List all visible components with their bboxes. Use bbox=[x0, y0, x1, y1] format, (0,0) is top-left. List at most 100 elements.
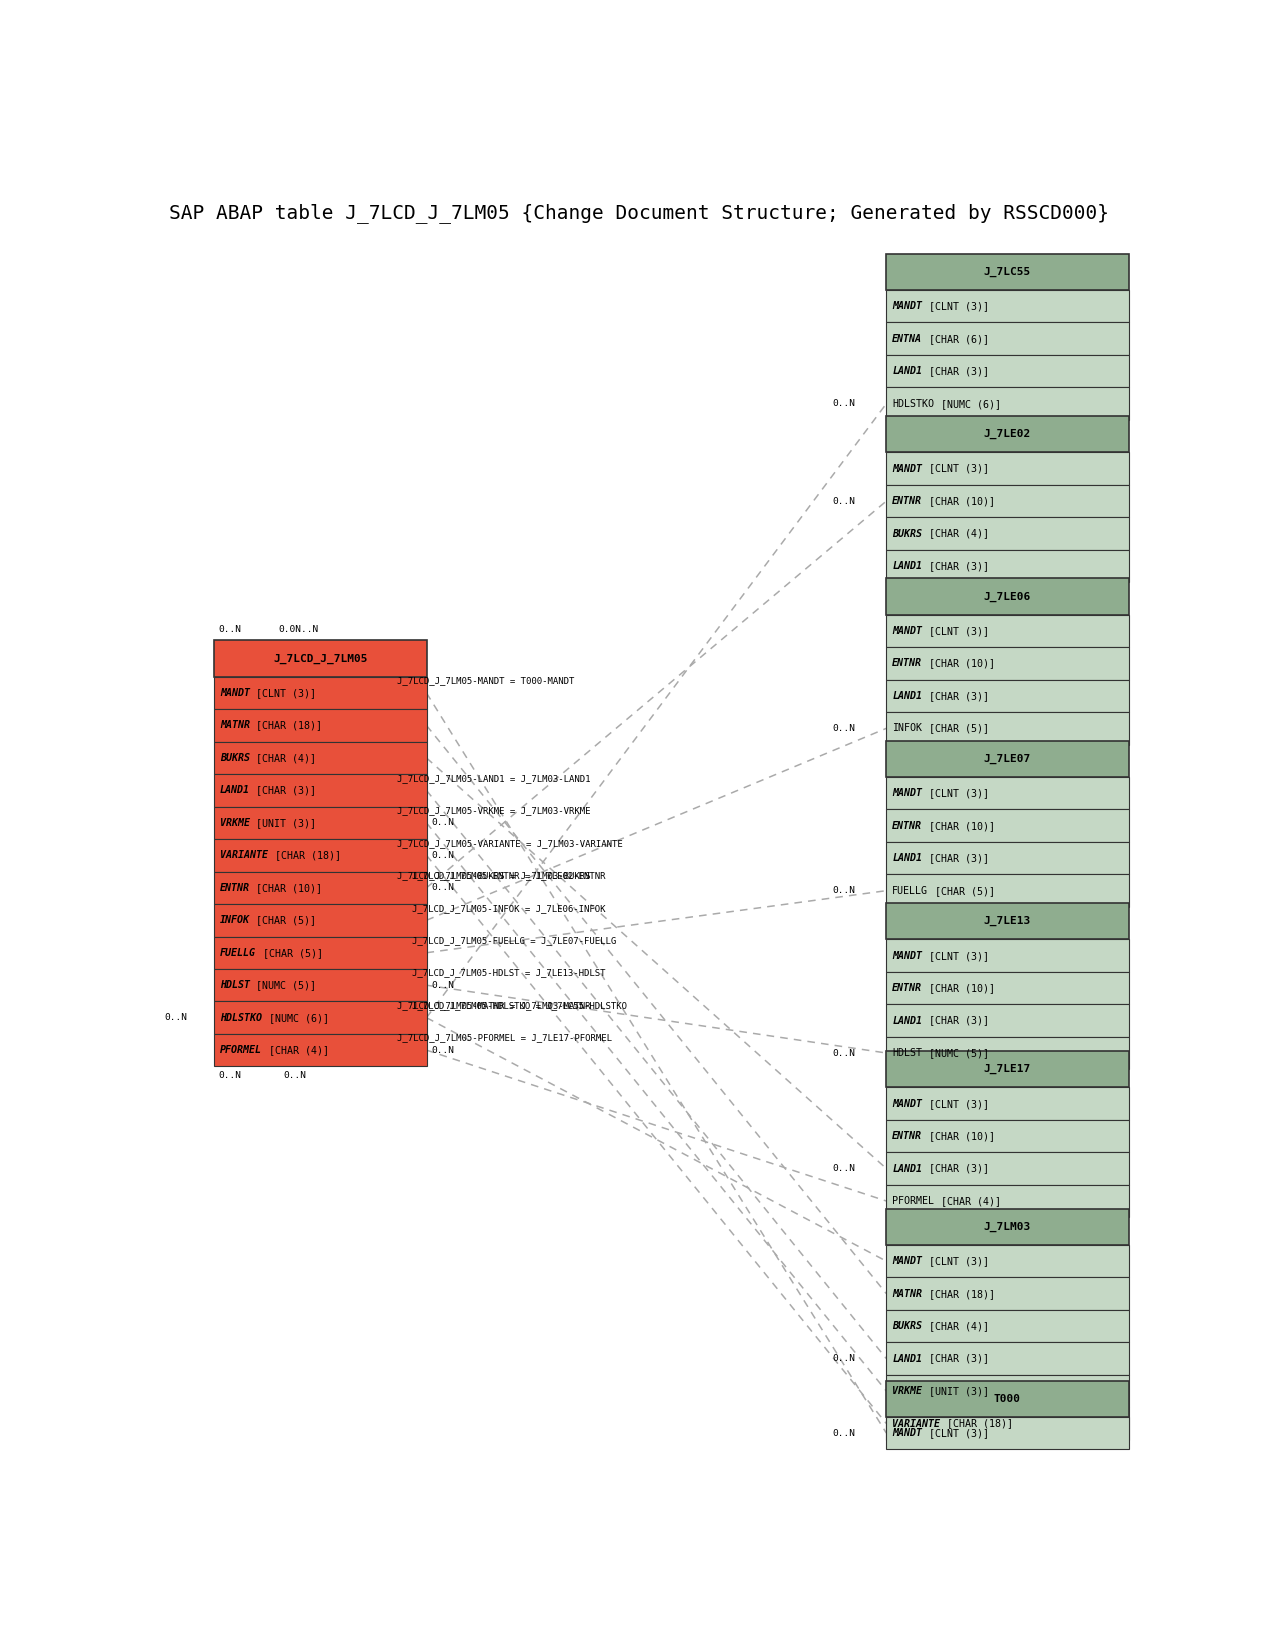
FancyBboxPatch shape bbox=[214, 1002, 426, 1035]
FancyBboxPatch shape bbox=[887, 972, 1129, 1005]
Text: J_7LCD_J_7LM05-PFORMEL = J_7LE17-PFORMEL: J_7LCD_J_7LM05-PFORMEL = J_7LE17-PFORMEL bbox=[397, 1033, 611, 1043]
Text: MANDT: MANDT bbox=[892, 951, 923, 961]
Text: J_7LCD_J_7LM05-HDLSTKO = J_7LC55-HDLSTKO: J_7LCD_J_7LM05-HDLSTKO = J_7LC55-HDLSTKO bbox=[412, 1002, 627, 1010]
Text: MANDT: MANDT bbox=[892, 1098, 923, 1108]
Text: [CHAR (3)]: [CHAR (3)] bbox=[923, 561, 989, 571]
Text: VARIANTE: VARIANTE bbox=[892, 1419, 940, 1429]
FancyBboxPatch shape bbox=[214, 807, 426, 840]
Text: [CLNT (3)]: [CLNT (3)] bbox=[923, 625, 989, 635]
Text: J_7LC55: J_7LC55 bbox=[984, 267, 1031, 277]
Text: VRKME: VRKME bbox=[219, 818, 250, 828]
Text: J_7LCD_J_7LM05-FUELLG = J_7LE07-FUELLG: J_7LCD_J_7LM05-FUELLG = J_7LE07-FUELLG bbox=[412, 936, 616, 945]
FancyBboxPatch shape bbox=[887, 1120, 1129, 1152]
Text: [CHAR (5)]: [CHAR (5)] bbox=[256, 948, 323, 958]
Text: J_7LCD_J_7LM05-VARIANTE = J_7LM03-VARIANTE: J_7LCD_J_7LM05-VARIANTE = J_7LM03-VARIAN… bbox=[397, 838, 623, 848]
Text: 0..N: 0..N bbox=[832, 886, 855, 895]
FancyBboxPatch shape bbox=[887, 388, 1129, 421]
Text: [CHAR (4)]: [CHAR (4)] bbox=[923, 529, 989, 539]
FancyBboxPatch shape bbox=[214, 969, 426, 1002]
FancyBboxPatch shape bbox=[887, 254, 1129, 290]
FancyBboxPatch shape bbox=[887, 1051, 1129, 1087]
Text: [CHAR (18)]: [CHAR (18)] bbox=[250, 720, 323, 730]
FancyBboxPatch shape bbox=[214, 904, 426, 936]
Text: J_7LCD_J_7LM05-MANDT = T000-MANDT: J_7LCD_J_7LM05-MANDT = T000-MANDT bbox=[397, 676, 574, 686]
Text: [UNIT (3)]: [UNIT (3)] bbox=[923, 1387, 989, 1396]
FancyBboxPatch shape bbox=[887, 355, 1129, 388]
Text: [CLNT (3)]: [CLNT (3)] bbox=[923, 951, 989, 961]
Text: [NUMC (6)]: [NUMC (6)] bbox=[263, 1013, 329, 1023]
FancyBboxPatch shape bbox=[214, 640, 426, 676]
FancyBboxPatch shape bbox=[887, 904, 1129, 940]
FancyBboxPatch shape bbox=[214, 774, 426, 807]
Text: MANDT: MANDT bbox=[892, 301, 923, 311]
FancyBboxPatch shape bbox=[887, 578, 1129, 616]
FancyBboxPatch shape bbox=[887, 416, 1129, 452]
FancyBboxPatch shape bbox=[887, 1152, 1129, 1185]
Text: J_7LCD_J_7LM05-VRKME = J_7LM03-VRKME: J_7LCD_J_7LM05-VRKME = J_7LM03-VRKME bbox=[397, 807, 591, 815]
Text: ENTNR: ENTNR bbox=[892, 984, 923, 994]
Text: [CHAR (18)]: [CHAR (18)] bbox=[923, 1288, 995, 1298]
Text: [CHAR (10)]: [CHAR (10)] bbox=[923, 820, 995, 830]
Text: [CLNT (3)]: [CLNT (3)] bbox=[923, 1098, 989, 1108]
Text: T000: T000 bbox=[994, 1393, 1021, 1403]
Text: LAND1: LAND1 bbox=[892, 853, 923, 863]
Text: MATNR: MATNR bbox=[219, 720, 250, 730]
Text: [NUMC (5)]: [NUMC (5)] bbox=[923, 1048, 989, 1058]
FancyBboxPatch shape bbox=[887, 841, 1129, 874]
Text: J_7LCD_J_7LM05: J_7LCD_J_7LM05 bbox=[273, 653, 367, 663]
Text: [CHAR (5)]: [CHAR (5)] bbox=[923, 724, 989, 733]
FancyBboxPatch shape bbox=[887, 485, 1129, 517]
Text: J_7LCD_J_7LM05-INFOK = J_7LE06-INFOK: J_7LCD_J_7LM05-INFOK = J_7LE06-INFOK bbox=[412, 904, 605, 913]
Text: [CLNT (3)]: [CLNT (3)] bbox=[923, 789, 989, 799]
Text: LAND1: LAND1 bbox=[219, 786, 250, 796]
FancyBboxPatch shape bbox=[887, 1375, 1129, 1408]
Text: 0..N: 0..N bbox=[431, 1046, 454, 1054]
Text: [CHAR (10)]: [CHAR (10)] bbox=[923, 496, 995, 506]
Text: LAND1: LAND1 bbox=[892, 1354, 923, 1364]
Text: BUKRS: BUKRS bbox=[892, 1321, 923, 1331]
Text: [NUMC (5)]: [NUMC (5)] bbox=[250, 981, 316, 990]
Text: MANDT: MANDT bbox=[892, 1427, 923, 1437]
Text: J_7LE02: J_7LE02 bbox=[984, 429, 1031, 439]
Text: SAP ABAP table J_7LCD_J_7LM05 {Change Document Structure; Generated by RSSCD000}: SAP ABAP table J_7LCD_J_7LM05 {Change Do… bbox=[170, 203, 1109, 223]
FancyBboxPatch shape bbox=[887, 940, 1129, 972]
Text: BUKRS: BUKRS bbox=[219, 753, 250, 763]
Text: FUELLG: FUELLG bbox=[892, 886, 928, 895]
FancyBboxPatch shape bbox=[887, 1408, 1129, 1441]
Text: 0..N: 0..N bbox=[165, 1013, 188, 1021]
Text: 0..N: 0..N bbox=[431, 851, 454, 859]
FancyBboxPatch shape bbox=[887, 647, 1129, 679]
Text: J_7LE17: J_7LE17 bbox=[984, 1064, 1031, 1074]
FancyBboxPatch shape bbox=[887, 616, 1129, 647]
Text: J_7LCD_J_7LM05-ENTNR = J_7LE02-ENTNR: J_7LCD_J_7LM05-ENTNR = J_7LE02-ENTNR bbox=[412, 871, 605, 881]
Text: MANDT: MANDT bbox=[892, 463, 923, 473]
Text: 0..N: 0..N bbox=[832, 724, 855, 733]
FancyBboxPatch shape bbox=[887, 1342, 1129, 1375]
FancyBboxPatch shape bbox=[214, 936, 426, 969]
FancyBboxPatch shape bbox=[214, 709, 426, 742]
Text: MANDT: MANDT bbox=[892, 625, 923, 635]
Text: INFOK: INFOK bbox=[892, 724, 923, 733]
Text: [CLNT (3)]: [CLNT (3)] bbox=[250, 688, 316, 697]
FancyBboxPatch shape bbox=[887, 1310, 1129, 1342]
Text: [CHAR (3)]: [CHAR (3)] bbox=[923, 1015, 989, 1025]
Text: [CHAR (6)]: [CHAR (6)] bbox=[923, 334, 989, 344]
FancyBboxPatch shape bbox=[887, 1036, 1129, 1069]
Text: [CHAR (5)]: [CHAR (5)] bbox=[929, 886, 995, 895]
FancyBboxPatch shape bbox=[214, 742, 426, 774]
Text: J_7LCD_J_7LM05-MATNR = J_7LM03-MATNR: J_7LCD_J_7LM05-MATNR = J_7LM03-MATNR bbox=[397, 1002, 591, 1010]
Text: MANDT: MANDT bbox=[892, 1256, 923, 1265]
Text: [CHAR (3)]: [CHAR (3)] bbox=[923, 1354, 989, 1364]
Text: VARIANTE: VARIANTE bbox=[219, 850, 268, 861]
Text: [CLNT (3)]: [CLNT (3)] bbox=[923, 1256, 989, 1265]
Text: ENTNR: ENTNR bbox=[219, 882, 250, 892]
FancyBboxPatch shape bbox=[887, 1087, 1129, 1120]
Text: ENTNR: ENTNR bbox=[892, 658, 923, 668]
FancyBboxPatch shape bbox=[214, 871, 426, 904]
Text: J_7LCD_J_7LM05-BUKRS = J_7LM03-BUKRS: J_7LCD_J_7LM05-BUKRS = J_7LM03-BUKRS bbox=[397, 871, 591, 881]
FancyBboxPatch shape bbox=[214, 840, 426, 871]
Text: 0..N: 0..N bbox=[832, 1049, 855, 1058]
FancyBboxPatch shape bbox=[887, 740, 1129, 778]
FancyBboxPatch shape bbox=[887, 1380, 1129, 1418]
Text: 0..N: 0..N bbox=[219, 625, 242, 634]
